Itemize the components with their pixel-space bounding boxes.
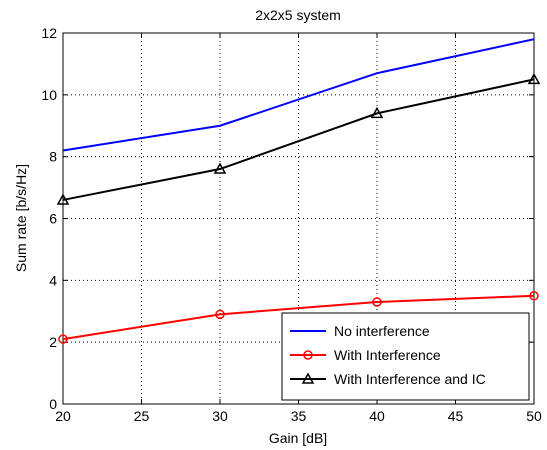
y-tick-label: 12 <box>41 25 57 41</box>
chart-title: 2x2x5 system <box>255 7 341 23</box>
series-1 <box>62 38 535 152</box>
x-axis-title: Gain [dB] <box>269 430 327 446</box>
legend-item: No interference <box>290 323 430 339</box>
legend-label: No interference <box>334 323 430 339</box>
legend-box <box>281 312 530 401</box>
data-point <box>213 162 227 174</box>
legend-marker <box>303 350 313 360</box>
legend-label: With Interference and IC <box>334 371 486 387</box>
y-tick-label: 2 <box>49 334 57 350</box>
y-tick-label: 8 <box>49 149 57 165</box>
legend-item: With Interference and IC <box>290 371 486 387</box>
series-2 <box>58 291 539 344</box>
series-line <box>62 294 535 341</box>
x-tick-label: 25 <box>134 408 150 424</box>
data-point <box>370 106 384 119</box>
y-tick-label: 4 <box>49 272 57 288</box>
data-point <box>372 297 382 307</box>
x-tick-label: 35 <box>291 408 307 424</box>
legend-label: With Interference <box>334 347 441 363</box>
y-tick-label: 0 <box>49 396 57 412</box>
y-tick-label: 6 <box>49 211 57 227</box>
legend: No interference With Interference With Int… <box>281 312 530 401</box>
data-point <box>56 193 70 205</box>
series-layer <box>56 38 541 344</box>
series-3 <box>56 72 541 205</box>
y-axis-title: Sum rate [b/s/Hz] <box>13 164 29 272</box>
series-line <box>62 78 535 201</box>
data-point <box>58 334 68 344</box>
legend-item: With Interference <box>290 347 441 363</box>
data-point <box>527 72 541 85</box>
series-line <box>62 38 535 152</box>
tick-layer: 20 25 30 35 40 45 50 0 2 4 6 8 10 12 <box>41 25 542 424</box>
data-point <box>215 309 225 320</box>
legend-marker <box>301 372 315 384</box>
data-point <box>529 291 539 301</box>
x-tick-label: 50 <box>526 408 542 424</box>
x-tick-label: 20 <box>55 408 71 424</box>
x-tick-label: 45 <box>448 408 464 424</box>
x-tick-label: 40 <box>369 408 385 424</box>
y-tick-label: 10 <box>41 87 57 103</box>
x-tick-label: 30 <box>212 408 228 424</box>
